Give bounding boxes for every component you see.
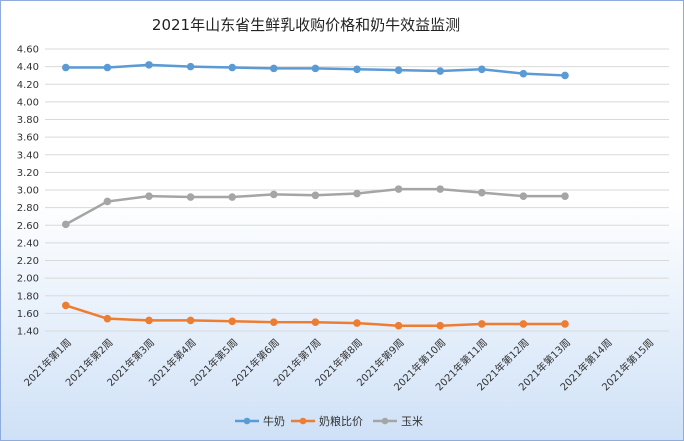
data-point bbox=[311, 191, 320, 200]
data-point bbox=[186, 316, 195, 325]
x-axis-ticks: 2021年第1周2021年第2周2021年第3周2021年第4周2021年第5周… bbox=[21, 336, 656, 393]
data-point bbox=[561, 320, 569, 328]
y-tick-label: 3.40 bbox=[17, 150, 39, 161]
y-tick-label: 2.40 bbox=[17, 238, 39, 249]
y-axis-ticks: 4.60 4.40 4.20 4.00 3.80 3.60 3.40 3.20 3.00 2.80… bbox=[17, 45, 39, 338]
legend: 牛奶 奶粮比价 玉米 bbox=[235, 414, 423, 428]
y-tick-label: 4.60 bbox=[17, 45, 39, 56]
data-point bbox=[394, 185, 403, 193]
y-tick-label: 4.20 bbox=[17, 80, 39, 91]
y-tick-label: 4.40 bbox=[17, 62, 39, 73]
chart-title: 2021年山东省生鲜乳收购价格和奶牛效益监测 bbox=[151, 16, 461, 34]
data-point bbox=[394, 66, 403, 74]
data-point bbox=[478, 188, 486, 197]
data-point bbox=[478, 65, 486, 74]
y-tick-label: 2.60 bbox=[17, 221, 39, 232]
y-tick-label: 3.80 bbox=[17, 115, 39, 126]
data-point bbox=[62, 63, 70, 72]
y-tick-label: 2.00 bbox=[17, 274, 39, 285]
data-point bbox=[519, 192, 528, 200]
data-point bbox=[103, 314, 112, 323]
legend-marker bbox=[243, 417, 251, 425]
legend-marker bbox=[381, 417, 389, 425]
legend-label: 奶粮比价 bbox=[319, 414, 363, 428]
y-tick-label: 3.00 bbox=[17, 186, 39, 197]
y-tick-label: 1.80 bbox=[17, 291, 39, 302]
data-point bbox=[353, 319, 361, 327]
y-tick-label: 2.20 bbox=[17, 256, 39, 267]
data-point bbox=[103, 63, 112, 72]
y-tick-label: 3.20 bbox=[17, 168, 39, 179]
data-point bbox=[311, 64, 320, 73]
data-point bbox=[436, 185, 445, 193]
series-lines bbox=[62, 61, 569, 330]
data-point bbox=[561, 192, 569, 200]
y-tick-label: 4.00 bbox=[17, 97, 39, 108]
data-point bbox=[186, 193, 195, 201]
data-point bbox=[270, 190, 278, 199]
data-point bbox=[186, 62, 195, 71]
data-point bbox=[228, 193, 236, 201]
data-point bbox=[270, 318, 278, 326]
data-point bbox=[311, 318, 320, 326]
y-tick-label: 3.60 bbox=[17, 133, 39, 144]
legend-marker bbox=[299, 417, 307, 425]
data-point bbox=[228, 317, 236, 326]
data-point bbox=[62, 220, 70, 229]
legend-label: 牛奶 bbox=[263, 414, 285, 428]
data-point bbox=[478, 320, 486, 328]
data-point bbox=[103, 197, 112, 206]
y-tick-label: 2.80 bbox=[17, 203, 39, 214]
data-point bbox=[62, 301, 70, 310]
data-point bbox=[353, 189, 361, 198]
data-point bbox=[228, 63, 236, 72]
y-tick-label: 1.40 bbox=[17, 327, 39, 338]
data-point bbox=[270, 64, 278, 73]
data-point bbox=[519, 69, 528, 78]
data-point bbox=[145, 192, 153, 200]
data-point bbox=[436, 67, 445, 75]
data-point bbox=[394, 321, 403, 330]
legend-label: 玉米 bbox=[401, 415, 423, 428]
data-point bbox=[353, 65, 361, 74]
data-point bbox=[436, 321, 445, 330]
data-point bbox=[145, 316, 153, 325]
data-point bbox=[561, 71, 569, 80]
data-point bbox=[145, 61, 153, 69]
y-tick-label: 1.60 bbox=[17, 309, 39, 320]
data-point bbox=[519, 320, 528, 328]
